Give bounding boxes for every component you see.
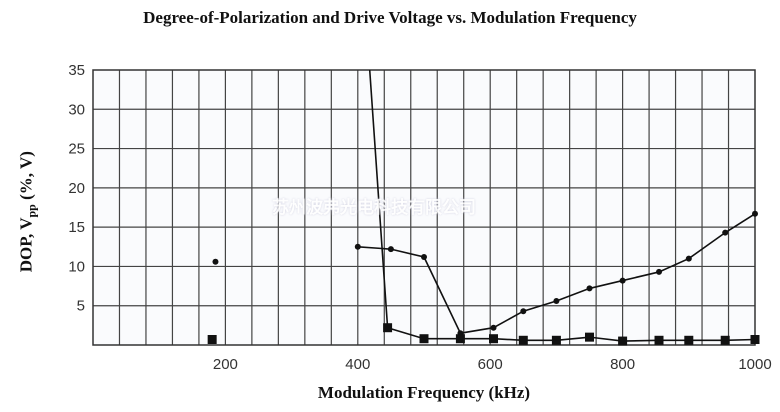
x-tick-label: 1000 [738, 356, 771, 373]
watermark: 苏州波弗光电科技有限公司 [272, 198, 476, 217]
vpp-point [750, 335, 760, 344]
y-tick-label: 35 [68, 62, 85, 79]
x-axis-label: Modulation Frequency (kHz) [317, 383, 531, 402]
dop-point [722, 229, 729, 236]
dop-point [387, 246, 394, 253]
vpp-point [207, 335, 217, 344]
vpp-point [585, 332, 594, 342]
vpp-point [383, 323, 393, 333]
vpp-point [684, 335, 694, 345]
dop-point [656, 268, 663, 275]
y-tick-label: 5 [77, 298, 85, 315]
y-tick-label: 20 [68, 180, 85, 197]
dop-point [490, 324, 497, 331]
plot-background [93, 70, 755, 345]
vpp-point [518, 335, 528, 345]
chart-title: Degree-of-Polarization and Drive Voltage… [143, 8, 637, 27]
vpp-point [455, 334, 465, 344]
dop-point [212, 258, 219, 265]
vpp-point [654, 335, 664, 345]
dop-point [586, 285, 593, 292]
dop-point [354, 243, 361, 250]
x-tick-label: 800 [610, 356, 635, 373]
vpp-point [489, 334, 499, 344]
vpp-point [419, 334, 429, 344]
x-tick-label: 200 [213, 356, 238, 373]
dop-point [520, 308, 527, 315]
x-tick-label: 600 [478, 356, 503, 373]
y-tick-label: 25 [68, 141, 85, 158]
y-tick-label: 10 [68, 258, 85, 275]
dop-point [619, 277, 626, 284]
vpp-point [720, 335, 730, 345]
dop-point [752, 210, 758, 217]
vpp-point [618, 336, 628, 346]
dop-point [421, 254, 427, 260]
dop-point [553, 298, 560, 304]
y-tick-label: 30 [68, 101, 85, 118]
y-tick-label: 15 [68, 219, 85, 236]
vpp-point [551, 335, 561, 345]
x-tick-label: 400 [345, 356, 370, 373]
dop-point [685, 255, 692, 262]
plot-frame [92, 69, 756, 346]
